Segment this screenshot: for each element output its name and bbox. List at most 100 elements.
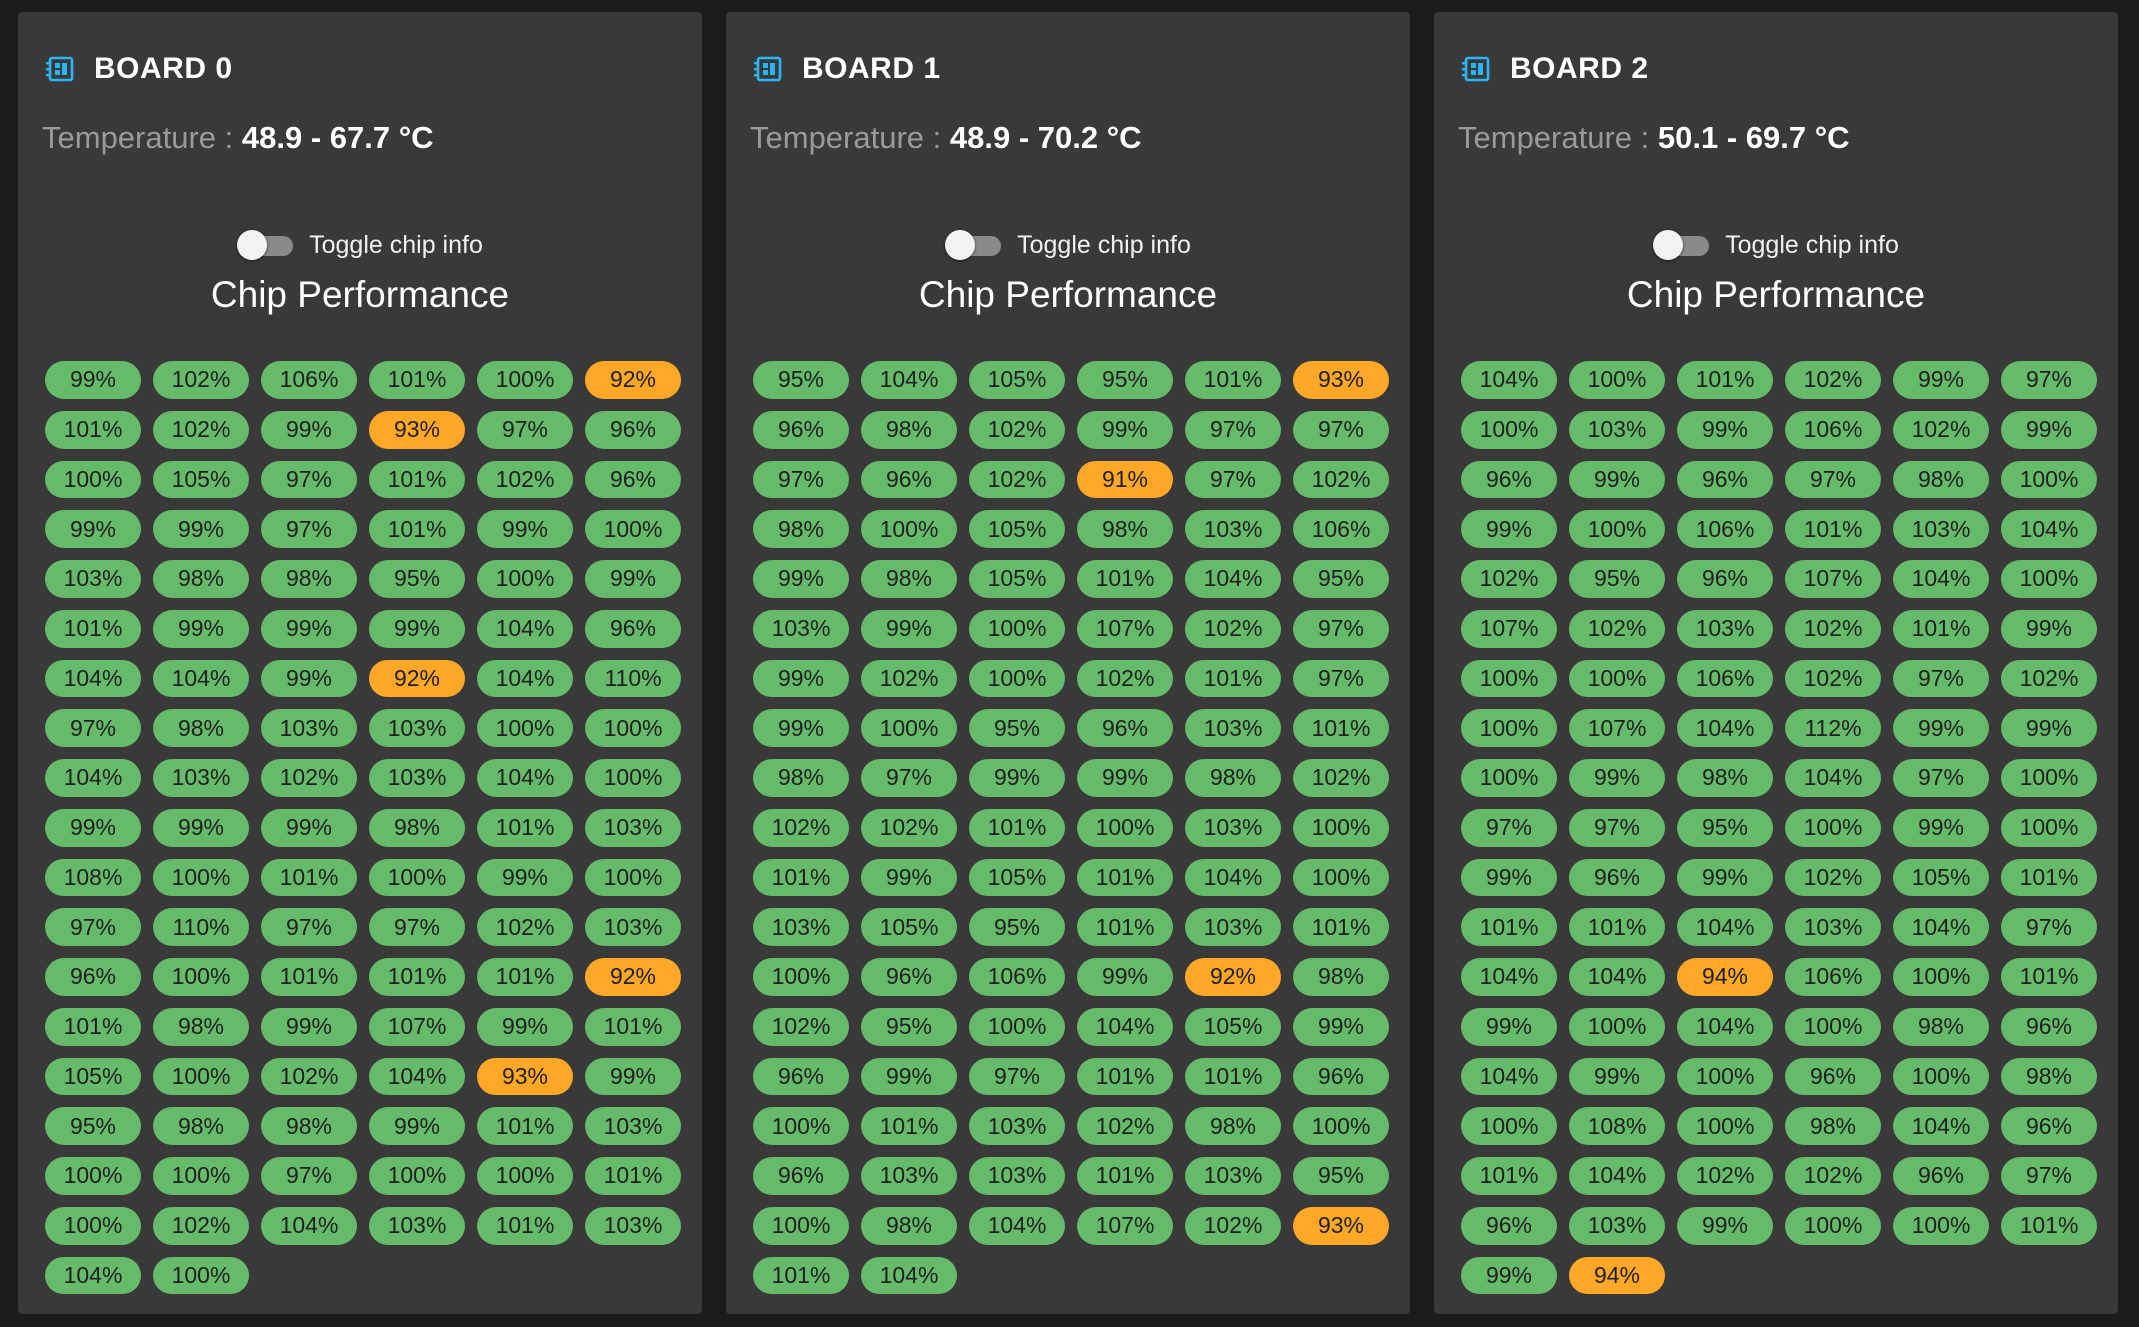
- chip-badge[interactable]: 102%: [477, 460, 573, 499]
- chip-badge[interactable]: 98%: [1185, 759, 1281, 797]
- chip-info-toggle[interactable]: [237, 228, 294, 262]
- chip-badge[interactable]: 99%: [1077, 410, 1173, 449]
- chip-badge[interactable]: 100%: [1569, 659, 1665, 698]
- chip-badge[interactable]: 98%: [153, 709, 249, 747]
- chip-badge[interactable]: 103%: [1785, 908, 1881, 946]
- chip-badge[interactable]: 96%: [1893, 1157, 1989, 1195]
- chip-badge[interactable]: 96%: [1461, 460, 1557, 499]
- chip-badge[interactable]: 102%: [153, 1206, 249, 1245]
- chip-badge[interactable]: 99%: [1569, 460, 1665, 499]
- chip-badge[interactable]: 101%: [1185, 659, 1281, 698]
- chip-badge[interactable]: 96%: [2001, 1107, 2097, 1145]
- chip-badge[interactable]: 100%: [2001, 808, 2097, 847]
- chip-badge[interactable]: 99%: [153, 510, 249, 548]
- chip-badge[interactable]: 95%: [1293, 1157, 1389, 1195]
- chip-badge[interactable]: 96%: [753, 1157, 849, 1195]
- chip-badge[interactable]: 101%: [369, 460, 465, 499]
- chip-badge[interactable]: 97%: [1893, 759, 1989, 797]
- chip-badge[interactable]: 96%: [861, 460, 957, 499]
- chip-badge[interactable]: 101%: [369, 361, 465, 399]
- chip-badge[interactable]: 99%: [1893, 709, 1989, 747]
- chip-badge[interactable]: 99%: [585, 560, 681, 598]
- chip-badge[interactable]: 104%: [1461, 1057, 1557, 1096]
- chip-badge[interactable]: 97%: [1461, 808, 1557, 847]
- chip-badge[interactable]: 97%: [753, 460, 849, 499]
- chip-badge[interactable]: 99%: [585, 1057, 681, 1096]
- chip-badge[interactable]: 102%: [861, 808, 957, 847]
- chip-badge[interactable]: 96%: [1677, 460, 1773, 499]
- chip-badge[interactable]: 100%: [1893, 1206, 1989, 1245]
- chip-badge[interactable]: 99%: [153, 609, 249, 648]
- chip-badge[interactable]: 97%: [261, 908, 357, 946]
- chip-badge[interactable]: 99%: [1461, 510, 1557, 548]
- chip-badge[interactable]: 99%: [1461, 1007, 1557, 1046]
- chip-badge[interactable]: 100%: [969, 659, 1065, 698]
- chip-badge[interactable]: 102%: [1893, 410, 1989, 449]
- chip-badge[interactable]: 100%: [1569, 510, 1665, 548]
- chip-badge[interactable]: 100%: [1785, 1007, 1881, 1046]
- chip-badge[interactable]: 102%: [1293, 759, 1389, 797]
- chip-badge[interactable]: 97%: [369, 908, 465, 946]
- chip-badge[interactable]: 100%: [861, 510, 957, 548]
- chip-badge[interactable]: 98%: [1185, 1107, 1281, 1145]
- chip-badge[interactable]: 98%: [369, 808, 465, 847]
- chip-badge[interactable]: 112%: [1785, 709, 1881, 747]
- chip-badge[interactable]: 92%: [585, 958, 681, 996]
- chip-badge[interactable]: 96%: [1785, 1057, 1881, 1096]
- chip-badge[interactable]: 100%: [585, 709, 681, 747]
- chip-badge[interactable]: 106%: [261, 361, 357, 399]
- chip-badge[interactable]: 100%: [153, 1057, 249, 1096]
- chip-badge[interactable]: 106%: [1785, 958, 1881, 996]
- chip-badge[interactable]: 103%: [585, 1206, 681, 1245]
- chip-badge[interactable]: 100%: [1785, 808, 1881, 847]
- chip-badge[interactable]: 102%: [1677, 1157, 1773, 1195]
- chip-badge[interactable]: 101%: [753, 1256, 849, 1295]
- chip-badge[interactable]: 96%: [45, 958, 141, 996]
- chip-badge[interactable]: 101%: [1077, 908, 1173, 946]
- chip-badge[interactable]: 101%: [45, 1007, 141, 1046]
- chip-badge[interactable]: 103%: [261, 709, 357, 747]
- chip-badge[interactable]: 103%: [1185, 908, 1281, 946]
- chip-badge[interactable]: 100%: [477, 560, 573, 598]
- chip-badge[interactable]: 96%: [585, 410, 681, 449]
- chip-badge[interactable]: 107%: [1461, 609, 1557, 648]
- chip-badge[interactable]: 102%: [1785, 1157, 1881, 1195]
- chip-badge[interactable]: 105%: [1185, 1007, 1281, 1046]
- chip-badge[interactable]: 99%: [753, 659, 849, 698]
- chip-badge[interactable]: 101%: [261, 858, 357, 897]
- chip-badge[interactable]: 103%: [153, 759, 249, 797]
- chip-badge[interactable]: 99%: [261, 659, 357, 698]
- chip-badge[interactable]: 96%: [585, 460, 681, 499]
- chip-badge[interactable]: 101%: [2001, 858, 2097, 897]
- chip-badge[interactable]: 97%: [969, 1057, 1065, 1096]
- chip-badge[interactable]: 104%: [477, 609, 573, 648]
- chip-badge[interactable]: 104%: [153, 659, 249, 698]
- chip-badge[interactable]: 99%: [753, 709, 849, 747]
- chip-badge[interactable]: 99%: [1893, 361, 1989, 399]
- chip-badge[interactable]: 107%: [1077, 1206, 1173, 1245]
- chip-badge[interactable]: 104%: [1893, 1107, 1989, 1145]
- chip-badge[interactable]: 104%: [1461, 361, 1557, 399]
- chip-badge[interactable]: 103%: [1569, 410, 1665, 449]
- chip-badge[interactable]: 102%: [1185, 609, 1281, 648]
- chip-badge[interactable]: 105%: [969, 361, 1065, 399]
- chip-badge[interactable]: 100%: [1785, 1206, 1881, 1245]
- chip-badge[interactable]: 99%: [2001, 709, 2097, 747]
- chip-badge[interactable]: 107%: [1785, 560, 1881, 598]
- chip-badge[interactable]: 100%: [369, 1157, 465, 1195]
- chip-badge[interactable]: 105%: [861, 908, 957, 946]
- chip-badge[interactable]: 95%: [45, 1107, 141, 1145]
- chip-badge[interactable]: 101%: [1077, 1057, 1173, 1096]
- chip-badge[interactable]: 102%: [1077, 1107, 1173, 1145]
- chip-badge[interactable]: 99%: [45, 510, 141, 548]
- chip-badge[interactable]: 99%: [861, 1057, 957, 1096]
- chip-badge[interactable]: 101%: [45, 410, 141, 449]
- chip-badge[interactable]: 102%: [1185, 1206, 1281, 1245]
- chip-badge[interactable]: 106%: [1677, 659, 1773, 698]
- chip-badge[interactable]: 103%: [585, 908, 681, 946]
- chip-badge[interactable]: 101%: [861, 1107, 957, 1145]
- chip-badge[interactable]: 104%: [861, 1256, 957, 1295]
- chip-badge[interactable]: 99%: [861, 609, 957, 648]
- chip-badge[interactable]: 97%: [261, 510, 357, 548]
- chip-badge[interactable]: 100%: [1461, 759, 1557, 797]
